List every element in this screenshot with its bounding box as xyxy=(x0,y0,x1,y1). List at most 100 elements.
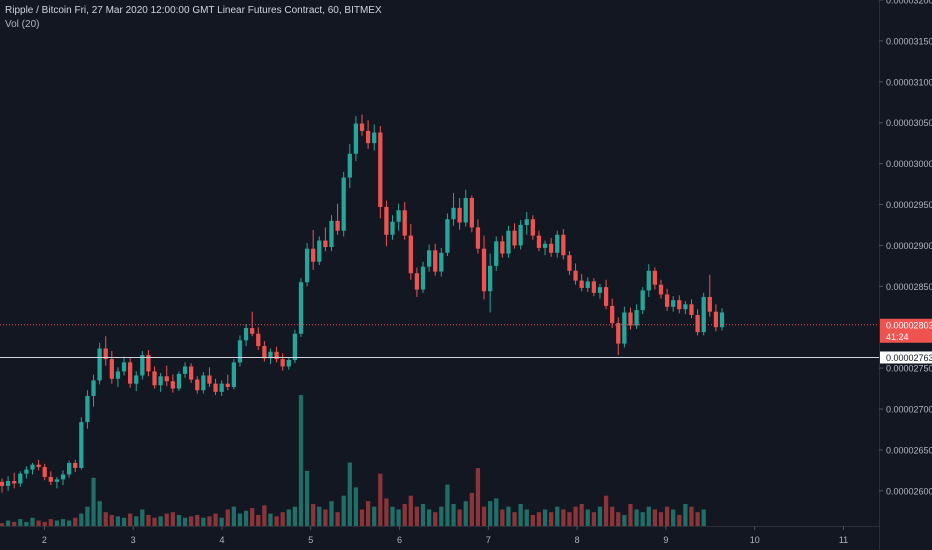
time-tick-label: 2 xyxy=(42,535,47,545)
volume-bar xyxy=(451,503,456,526)
price-tick-label: 0.00002900 xyxy=(886,241,932,251)
candle-body xyxy=(695,314,700,333)
candle-body xyxy=(189,366,194,380)
candle-body xyxy=(420,266,426,290)
candle-body xyxy=(384,206,389,235)
volume-bar xyxy=(384,498,389,526)
time-tick-label: 3 xyxy=(131,535,136,545)
volume-bar xyxy=(658,512,664,526)
volume-bar xyxy=(48,519,53,526)
candle-body xyxy=(158,376,163,386)
volume-bar xyxy=(42,521,47,526)
candle-body xyxy=(616,323,621,344)
volume-bar xyxy=(433,512,438,526)
volume-bar xyxy=(402,503,407,526)
candle-body xyxy=(481,248,487,292)
candle-body xyxy=(408,235,413,274)
candle-body xyxy=(475,227,481,249)
candle-body xyxy=(622,312,627,344)
volume-bar xyxy=(512,512,517,526)
volume-bar xyxy=(353,487,359,526)
volume-bar xyxy=(457,509,462,526)
price-tick-label: 0.00003050 xyxy=(886,118,932,128)
candle-body xyxy=(213,383,218,392)
candle-body xyxy=(488,265,493,292)
volume-bar xyxy=(0,523,5,526)
volume-bar xyxy=(219,517,224,526)
candle-body xyxy=(689,304,694,315)
volume-bar xyxy=(298,395,304,526)
candle-body xyxy=(628,312,633,326)
volume-bar xyxy=(414,506,420,526)
candle-body xyxy=(640,290,645,311)
volume-bar xyxy=(573,506,578,526)
volume-bar xyxy=(494,498,499,526)
price-tick-label: 0.00003200 xyxy=(886,0,932,6)
candle-body xyxy=(243,328,249,341)
volume-bar xyxy=(622,514,627,526)
candle-body xyxy=(73,463,78,468)
time-tick-label: 10 xyxy=(750,535,760,545)
candle-body xyxy=(225,383,230,387)
time-tick-label: 5 xyxy=(308,535,313,545)
candle-body xyxy=(396,210,401,222)
candle-body xyxy=(79,422,84,468)
candle-body xyxy=(341,177,346,231)
time-tick-label: 9 xyxy=(663,535,668,545)
volume-bar xyxy=(445,484,450,526)
candle-body xyxy=(231,362,236,387)
candle-body xyxy=(103,348,108,360)
volume-bar xyxy=(347,462,352,526)
candle-body xyxy=(317,240,322,262)
volume-bar xyxy=(634,509,639,526)
candle-body xyxy=(30,464,35,470)
volume-bar xyxy=(628,503,633,526)
volume-bar xyxy=(304,470,310,526)
last-price-badge xyxy=(880,318,932,343)
candle-body xyxy=(42,467,47,477)
price-tick-label: 0.00002850 xyxy=(886,282,932,292)
volume-bar xyxy=(469,492,474,526)
candle-body xyxy=(109,359,114,379)
volume-bar xyxy=(329,501,334,526)
price-tick-label: 0.00003150 xyxy=(886,36,932,46)
candle-body xyxy=(329,220,334,248)
candle-body xyxy=(610,305,615,324)
candle-body xyxy=(536,235,542,248)
volume-bar xyxy=(250,508,255,526)
volume-bar xyxy=(79,513,84,526)
volume-bar xyxy=(280,512,285,526)
candle-body xyxy=(555,234,560,253)
candle-body xyxy=(390,221,395,235)
chart-legend: Ripple / Bitcoin Fri, 27 Mar 2020 12:00:… xyxy=(5,4,382,32)
volume-bar xyxy=(36,520,41,526)
candle-body xyxy=(219,383,224,392)
candle-body xyxy=(164,376,169,382)
volume-bar xyxy=(463,501,468,526)
candle-body xyxy=(506,230,511,254)
volume-bar xyxy=(500,509,505,526)
candle-body xyxy=(66,463,72,475)
volume-bar xyxy=(561,509,566,526)
volume-bar xyxy=(439,506,444,526)
volume-bar xyxy=(103,512,108,526)
candle-body xyxy=(457,207,462,223)
candle-body xyxy=(0,481,5,486)
volume-bar xyxy=(18,519,23,526)
volume-bar xyxy=(292,506,298,526)
candle-body xyxy=(597,287,603,293)
volume-bar xyxy=(701,509,706,526)
candle-body xyxy=(18,473,23,484)
candle-body xyxy=(658,284,664,295)
candle-body xyxy=(170,381,175,389)
volume-indicator-label[interactable]: Vol (20) xyxy=(5,19,40,30)
volume-bar xyxy=(671,509,676,526)
volume-bar xyxy=(365,501,371,526)
volume-bar xyxy=(567,512,572,526)
volume-bar xyxy=(5,520,11,526)
volume-bar xyxy=(317,506,322,526)
symbol-title[interactable]: Ripple / Bitcoin Fri, 27 Mar 2020 12:00:… xyxy=(5,5,382,16)
candle-body xyxy=(48,476,53,482)
